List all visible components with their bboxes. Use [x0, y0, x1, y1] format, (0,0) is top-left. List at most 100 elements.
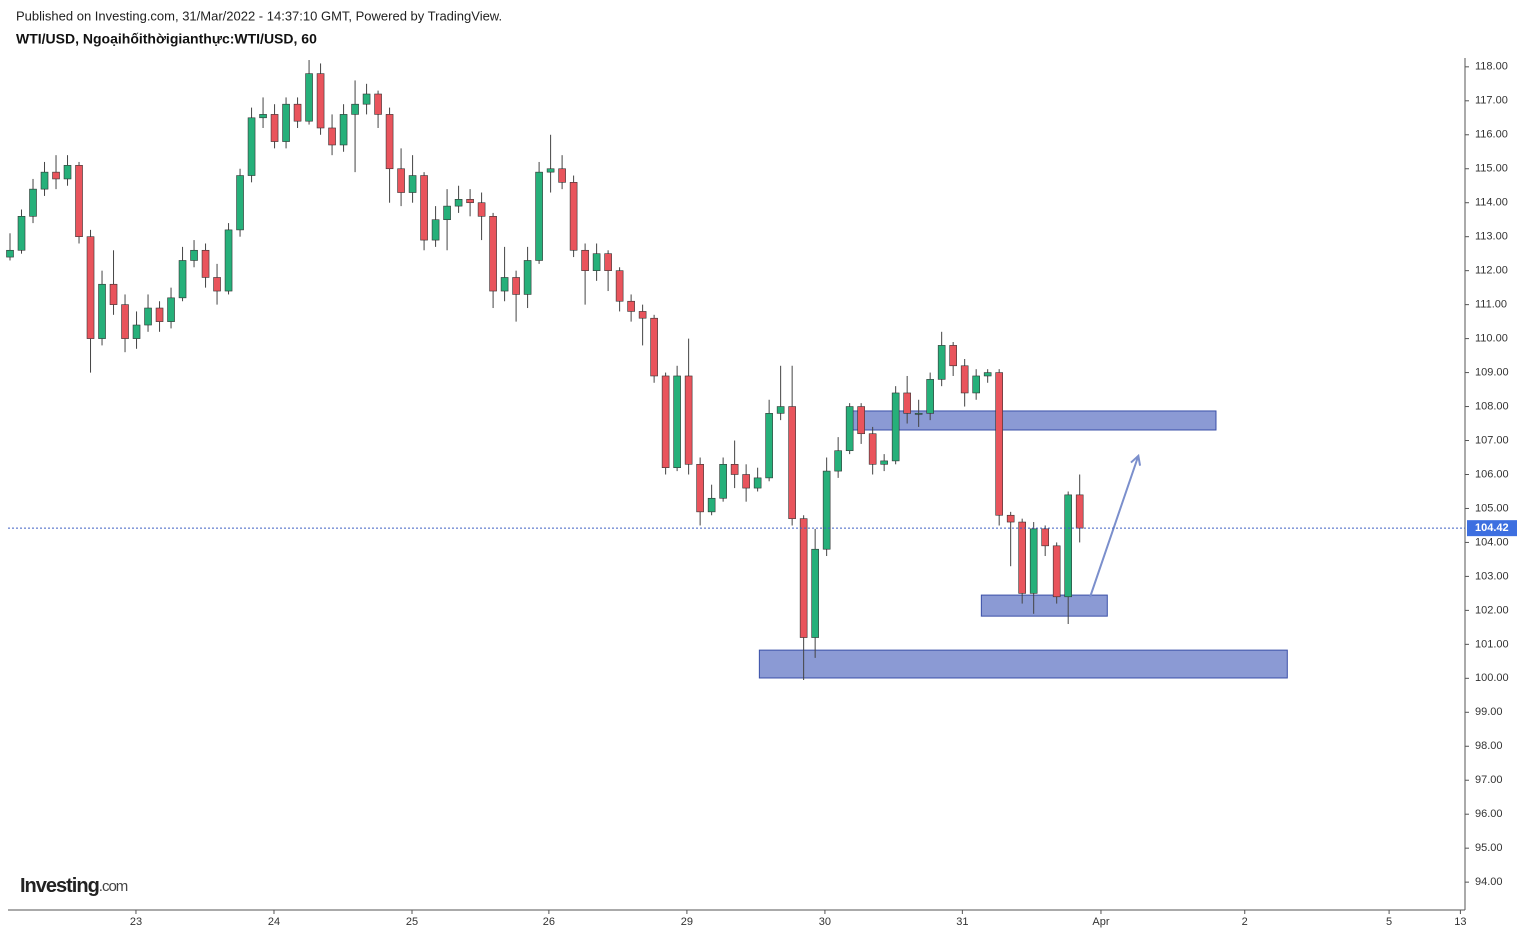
candle-body [328, 127, 336, 146]
logo-suffix: .com [99, 878, 128, 895]
candle-body [213, 277, 221, 292]
candle-body [696, 463, 704, 513]
y-tick-label: 114.00 [1475, 197, 1508, 209]
candle-body [673, 375, 681, 468]
candle-body [362, 93, 371, 105]
candle-body [972, 375, 980, 394]
candle-body [270, 114, 279, 142]
candle-body [1075, 494, 1084, 529]
candle-body [799, 518, 808, 638]
candle-body [638, 311, 647, 319]
last-price-label: 104.42 [1475, 522, 1509, 534]
candle-body [1029, 528, 1038, 594]
candle-body [753, 477, 762, 489]
candle-body [86, 236, 95, 339]
candle-body [132, 324, 141, 339]
candle-body [983, 372, 992, 377]
y-tick-label: 94.00 [1475, 876, 1503, 888]
y-tick-label: 107.00 [1475, 434, 1509, 446]
candle-body [1064, 494, 1072, 598]
y-tick-label: 105.00 [1475, 502, 1509, 514]
y-tick-label: 98.00 [1475, 740, 1503, 752]
candle-body [845, 406, 854, 452]
logo: Investing.com [20, 875, 128, 897]
y-tick-label: 115.00 [1475, 163, 1508, 175]
zone [980, 594, 1108, 617]
candle-body [385, 114, 394, 170]
y-tick-label: 102.00 [1475, 604, 1509, 616]
candle-body [615, 270, 624, 302]
x-tick-label: 31 [956, 916, 968, 928]
candle-body [247, 117, 256, 176]
candle-body [52, 171, 60, 180]
x-tick-label: 26 [543, 916, 555, 928]
candle-body [604, 253, 612, 271]
zone [846, 410, 1217, 431]
y-tick-label: 116.00 [1475, 129, 1508, 141]
candle-body [903, 392, 911, 414]
x-tick-label: 25 [406, 916, 418, 928]
y-tick-label: 110.00 [1475, 333, 1508, 345]
x-tick-label: 13 [1454, 916, 1466, 928]
candle-body [431, 219, 440, 241]
candle-body [1041, 528, 1049, 547]
y-tick-label: 112.00 [1475, 265, 1508, 277]
candle-body [167, 297, 175, 322]
last-price-box [1467, 520, 1517, 537]
candle-body [707, 497, 716, 513]
candle-body [558, 168, 566, 183]
candle-body [661, 375, 670, 468]
candle-body [305, 73, 313, 122]
candle-body [569, 182, 578, 251]
logo-text: Investing [20, 875, 99, 897]
y-tick-label: 108.00 [1475, 400, 1509, 412]
y-tick-label: 96.00 [1475, 808, 1503, 820]
candle-body [408, 175, 417, 193]
x-tick-label: 24 [268, 916, 280, 928]
candle-body [765, 413, 773, 479]
y-tick-label: 106.00 [1475, 468, 1509, 480]
candle-body [880, 460, 888, 465]
published-note: Published on Investing.com, 31/Mar/2022 … [16, 8, 502, 23]
candle-body [512, 277, 520, 295]
y-tick-label: 113.00 [1475, 231, 1508, 243]
y-tick-label: 117.00 [1475, 95, 1508, 107]
y-tick-label: 103.00 [1475, 570, 1509, 582]
candle-body [960, 365, 969, 394]
y-tick-label: 95.00 [1475, 842, 1503, 854]
candle-body [339, 114, 348, 146]
candle-body [914, 413, 923, 415]
x-tick-label: 30 [819, 916, 831, 928]
candle-body [6, 249, 14, 258]
candle-body [546, 168, 555, 173]
candle-body [719, 463, 727, 499]
candle-body [236, 175, 244, 231]
candle-body [523, 260, 532, 295]
candle-body [776, 406, 785, 414]
candle-body [627, 300, 635, 312]
candle-body [650, 317, 658, 377]
candle-body [1006, 514, 1015, 523]
chart-title: WTI/USD, Ngoạihốithờigianthực:WTI/USD, 6… [16, 31, 317, 47]
x-tick-label: Apr [1092, 916, 1109, 928]
candle-body [926, 379, 934, 414]
candle-body [144, 307, 152, 326]
candle-body [788, 406, 796, 519]
candle-body [1052, 545, 1061, 598]
candle-body [443, 205, 451, 221]
candle-body [937, 345, 946, 380]
candle-body [201, 249, 210, 278]
arrow [1089, 453, 1142, 598]
candle-body [17, 216, 26, 251]
y-tick-label: 100.00 [1475, 672, 1509, 684]
y-tick-label: 101.00 [1475, 638, 1509, 650]
candle-body [834, 450, 842, 472]
candle-body [40, 171, 49, 190]
candle-body [581, 249, 589, 271]
x-tick-label: 23 [130, 916, 142, 928]
candle-body [500, 277, 509, 292]
candle-body [891, 392, 900, 462]
candle-body [868, 433, 877, 465]
x-tick-label: 2 [1242, 916, 1248, 928]
